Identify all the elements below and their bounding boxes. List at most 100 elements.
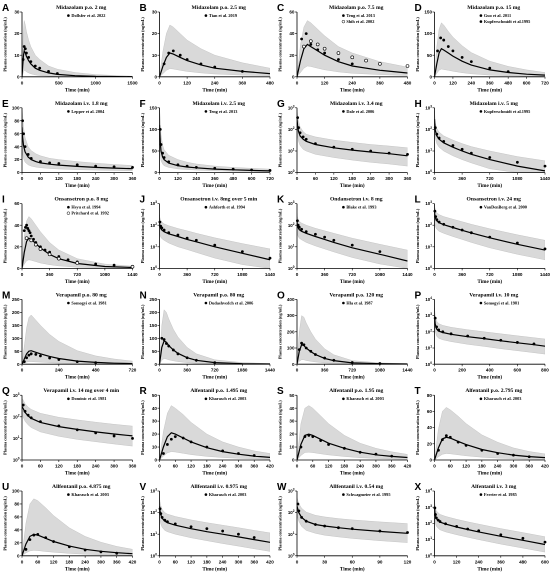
observed-point [22,132,25,136]
x-axis-title: Time (min) [65,182,90,189]
observed-point [297,126,300,130]
observed-point [480,448,484,452]
panel-x: X Alfentanil i.v. 3 mg 0 120 240 360 480 600 100… [415,482,550,572]
prediction-band [22,398,133,447]
observed-point [237,452,240,455]
observed-point [451,225,455,229]
x-tick-label: 1440 [402,272,413,277]
y-tick-label: 40 [14,144,20,149]
observed-point [28,231,32,235]
y-tick-label: 20 [152,31,158,36]
observed-point [456,440,460,444]
x-tick-label: 0 [21,80,24,85]
observed-point [252,454,256,457]
observed-point [434,516,438,520]
y-tick-label: 101 [425,345,432,351]
x-tick-label: 240 [92,464,100,469]
observed-point [167,344,171,348]
observed-point [390,454,394,458]
simulated-line [22,533,133,556]
y-tick-label: 101 [425,243,432,249]
observed-point [189,525,193,529]
y-axis-title: Plasma concentration (ng/mL) [3,304,8,359]
observed-point [75,360,79,364]
observed-point [47,70,50,73]
observed-point [44,536,48,540]
observed-point [162,228,166,232]
legend-marker [342,397,345,401]
prediction-band [159,214,270,269]
x-tick-label: 200 [458,368,466,373]
observed-point [112,165,116,169]
y-tick-label: 50 [289,393,295,398]
y-axis-title: Plasma concentration (ng/mL) [415,208,420,263]
observed-point [469,60,473,64]
x-tick-label: 1080 [237,272,248,277]
legend-label: Dollsfer et al. 2022 [71,13,105,18]
y-tick-label: 60 [289,10,295,15]
panel-j: J Onsansetron i.v. 8mg over 5 min 0 360 720 1… [140,195,276,285]
panel-title: Verapamil i.v. 14 mg over 4 min [43,388,120,394]
panel-title: Verapamil p.o. 80 mg [193,292,244,298]
observed-point [374,452,378,456]
panel-title: Alfentanil p.o. 1.495 mg [190,388,247,394]
legend-label: Kupferschmidt et al.1995 [484,19,530,24]
panel-letter: G [277,99,285,110]
x-tick-label: 1440 [265,368,276,373]
y-tick-label: 20 [14,157,20,162]
y-axis-title: Plasma concentration (ng/mL) [278,208,283,263]
panel-title: Midazolam i.v. 2.5 mg [192,101,245,107]
panel-letter: T [415,386,421,397]
x-tick-label: 180 [348,176,356,181]
legend-marker [204,493,208,496]
legend-label: Shih et al. 2002 [346,19,374,24]
observed-point [506,70,510,74]
y-axis-title: Plasma concentration (ng/mL) [278,17,283,72]
y-tick-label: 101 [150,243,157,249]
y-tick-label: 60 [427,409,433,414]
y-tick-label: 100 [149,127,157,132]
observed-point [434,215,438,219]
prediction-band [22,20,133,77]
observed-point-open [350,55,355,60]
x-axis-title: Time (min) [340,470,365,477]
x-tick-label: 420 [404,464,412,469]
panel-s: S Alfentanil p.o. 1.95 mg0 60 120 180 240 300 3… [277,386,412,476]
panel-letter: A [2,3,9,14]
observed-point [48,356,52,360]
observed-point [323,524,327,528]
observed-point [160,336,164,340]
observed-point [488,235,492,239]
observed-point [112,263,116,267]
observed-point [297,348,301,352]
x-tick-label: 1440 [402,368,413,373]
observed-point [515,341,519,344]
observed-point [332,358,336,362]
observed-point [482,336,486,340]
observed-point [337,58,340,61]
y-axis-title: Plasma concentration (ng/mL) [140,400,145,455]
x-axis-title: Time (min) [65,86,90,93]
legend-marker [342,301,345,305]
observed-point [250,168,253,172]
y-tick-label: 200 [12,310,20,315]
observed-point [199,62,203,66]
observed-point [299,445,303,449]
observed-point [300,515,304,519]
y-tick-label: 200 [149,310,157,315]
y-tick-label: 102 [13,413,20,419]
legend-label: Kharasch et al. 2003 [209,492,246,497]
x-tick-label: 0 [158,80,161,85]
panel-title: Midazolam i.v. 5 mg [470,101,519,107]
legend-marker [479,493,483,496]
simulated-line [22,49,133,77]
y-tick-label: 104 [425,296,432,302]
x-tick-label: 0 [158,464,161,469]
observed-point [300,37,304,41]
observed-point [57,424,61,428]
panel-title: Ondansetron i.v. 8 mg [330,197,383,203]
observed-point [162,338,166,341]
prediction-band [22,314,133,365]
panel-title: Verapamil i.v. 10 mg [469,292,518,298]
observed-point [451,49,455,53]
